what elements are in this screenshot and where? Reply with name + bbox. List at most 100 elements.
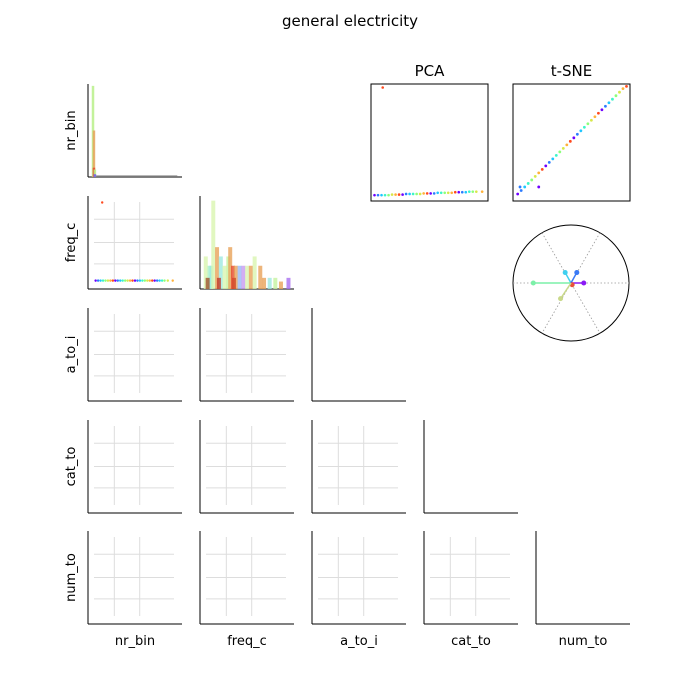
pca-point bbox=[408, 192, 411, 196]
tsne-point bbox=[614, 94, 618, 98]
hist-bar bbox=[245, 265, 250, 289]
hist-bar bbox=[258, 265, 263, 289]
scatter-point bbox=[114, 279, 117, 282]
hist-bar bbox=[267, 277, 272, 289]
hist-bar bbox=[218, 256, 223, 289]
hist-bar bbox=[231, 265, 236, 289]
tsne-point bbox=[554, 153, 558, 157]
pca-title: PCA bbox=[415, 62, 446, 80]
pca-point bbox=[436, 191, 439, 195]
pca-point bbox=[415, 192, 418, 196]
panel-num_to-freq_c bbox=[199, 531, 294, 625]
panel-a_to_i-a_to_i bbox=[311, 308, 406, 402]
scatter-point bbox=[123, 279, 127, 282]
scatter-point bbox=[104, 279, 107, 282]
scatter-point bbox=[99, 279, 102, 282]
tsne-point bbox=[625, 84, 628, 88]
scatter-point bbox=[128, 279, 132, 282]
tsne-point bbox=[582, 125, 586, 129]
y-label-freq_c: freq_c bbox=[64, 223, 79, 263]
tsne-point bbox=[600, 108, 604, 112]
pca-point bbox=[383, 193, 387, 197]
x-label-a_to_i: a_to_i bbox=[340, 634, 378, 649]
hist-bar bbox=[216, 277, 221, 289]
pca-point bbox=[443, 191, 447, 195]
panels: PCA t-SNE bbox=[87, 62, 631, 625]
y-label-num_to: num_to bbox=[64, 553, 79, 602]
x-label-num_to: num_to bbox=[559, 634, 608, 649]
figure-title: general electricity bbox=[282, 12, 418, 30]
pca-point bbox=[439, 191, 443, 195]
loading-point bbox=[574, 270, 580, 276]
panel-num_to-num_to bbox=[535, 531, 630, 625]
loading-point bbox=[581, 280, 587, 286]
tsne-point bbox=[516, 192, 520, 196]
panel-a_to_i-freq_c bbox=[199, 308, 294, 402]
hist-bar bbox=[241, 265, 246, 289]
hist-bar bbox=[262, 277, 267, 289]
tsne-title: t-SNE bbox=[551, 62, 593, 80]
tsne-point bbox=[544, 164, 548, 168]
loading-point bbox=[562, 270, 568, 276]
scatter-point bbox=[119, 279, 122, 282]
tsne-point bbox=[607, 101, 611, 105]
y-label-cat_to: cat_to bbox=[64, 447, 79, 487]
panel-num_to-a_to_i bbox=[311, 531, 406, 625]
x-label-nr_bin: nr_bin bbox=[115, 634, 155, 649]
tsne-point bbox=[568, 139, 572, 143]
panel-num_to-nr_bin bbox=[87, 531, 182, 625]
pca-point bbox=[471, 190, 475, 193]
tsne-point bbox=[586, 122, 590, 126]
pca-point bbox=[397, 193, 401, 196]
hist-nr_bin bbox=[91, 85, 178, 177]
tsne-point bbox=[530, 178, 534, 182]
pca-point bbox=[429, 192, 432, 195]
scatter-point bbox=[163, 279, 166, 282]
pca-point bbox=[404, 192, 408, 196]
scatter-point bbox=[171, 279, 174, 282]
pca-panel: PCA bbox=[370, 62, 489, 202]
tsne-point bbox=[565, 143, 569, 147]
axes-frame bbox=[370, 83, 489, 202]
panel-freq_c-nr_bin bbox=[87, 196, 182, 290]
panel-cat_to-cat_to bbox=[423, 420, 518, 514]
scatter-point bbox=[101, 201, 104, 204]
pca-point bbox=[467, 190, 471, 193]
scatter-point bbox=[106, 279, 110, 282]
pca-point bbox=[446, 191, 450, 195]
tsne-point bbox=[579, 129, 583, 133]
hist-bar bbox=[278, 281, 283, 289]
pca-point bbox=[450, 191, 454, 195]
hist-bar bbox=[273, 277, 278, 289]
tsne-point bbox=[537, 185, 541, 189]
loading-vector bbox=[559, 282, 572, 300]
pca-point bbox=[432, 192, 436, 195]
panel-nr_bin-nr_bin bbox=[87, 84, 182, 178]
hist-bar bbox=[286, 277, 291, 289]
hist-bar bbox=[228, 247, 233, 289]
loading-point bbox=[558, 296, 564, 302]
panel-num_to-cat_to bbox=[423, 531, 518, 625]
axis-labels: nr_bin nr_bin freq_c freq_c a_to_i a_to_i cat_… bbox=[64, 110, 607, 649]
tsne-point bbox=[547, 160, 551, 164]
pca-point bbox=[376, 193, 380, 197]
pca-point bbox=[457, 190, 461, 194]
correlation-circle bbox=[512, 224, 630, 342]
hist-bar bbox=[237, 265, 242, 289]
tsne-point bbox=[519, 189, 523, 192]
hist-bar bbox=[222, 265, 227, 289]
scatter-point bbox=[153, 279, 156, 282]
pca-point bbox=[475, 190, 478, 193]
tsne-point bbox=[618, 90, 621, 94]
scatter-point bbox=[146, 279, 149, 282]
x-label-cat_to: cat_to bbox=[451, 634, 491, 649]
hist-bar bbox=[248, 265, 253, 289]
hist-freq_c bbox=[203, 200, 291, 289]
scatter-point bbox=[96, 279, 100, 282]
hist-bar bbox=[233, 265, 238, 289]
tsne-point bbox=[611, 97, 614, 101]
pca-point bbox=[418, 192, 422, 196]
hist-bar bbox=[205, 277, 210, 289]
tsne-point bbox=[558, 150, 562, 154]
tsne-point bbox=[589, 118, 593, 122]
